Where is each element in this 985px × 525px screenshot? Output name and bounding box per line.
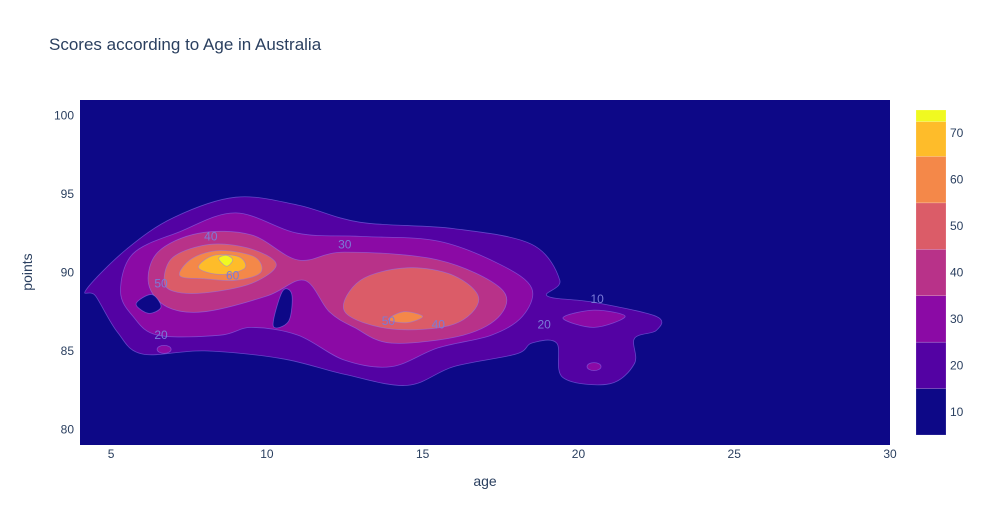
y-tick-label: 100 — [54, 109, 74, 123]
x-tick-label: 25 — [728, 447, 742, 461]
colorbar-segment — [915, 121, 947, 157]
x-tick-label: 30 — [883, 447, 897, 461]
colorbar-tick-label: 20 — [950, 358, 964, 372]
colorbar-tick-label: 60 — [950, 173, 964, 187]
x-tick-label: 20 — [572, 447, 586, 461]
x-tick-label: 10 — [260, 447, 274, 461]
contour-blob — [586, 362, 602, 371]
colorbar-tick-label: 40 — [950, 266, 964, 280]
contour-region — [562, 309, 626, 328]
plot-area: 40 30 50 60 20 50 40 10 20 — [80, 100, 890, 445]
contour-region — [272, 288, 293, 329]
colorbar-segment — [915, 295, 947, 343]
x-axis: 5 10 15 20 25 30 — [108, 447, 897, 461]
contour-region — [197, 254, 247, 275]
contour-region — [218, 254, 234, 267]
y-tick-label: 80 — [61, 422, 75, 436]
x-axis-title: age — [473, 473, 497, 489]
colorbar-tick-label: 30 — [950, 312, 964, 326]
contour-region — [388, 311, 424, 324]
contour-label: 10 — [590, 292, 604, 306]
contour-label: 40 — [204, 229, 218, 243]
x-tick-label: 15 — [416, 447, 430, 461]
y-axis-title: points — [19, 253, 35, 290]
contour-region — [343, 267, 480, 331]
y-tick-label: 85 — [61, 344, 75, 358]
y-tick-label: 95 — [61, 187, 75, 201]
y-tick-label: 90 — [61, 266, 75, 280]
colorbar-segment — [915, 156, 947, 204]
contour-region — [135, 294, 162, 314]
contour-label: 50 — [154, 276, 168, 290]
colorbar-segment — [915, 109, 947, 122]
colorbar-tick-label: 10 — [950, 405, 964, 419]
x-tick-label: 5 — [108, 447, 115, 461]
colorbar-segment — [915, 249, 947, 296]
colorbar-segment — [915, 341, 947, 389]
contour-label: 50 — [382, 314, 396, 328]
contour-label: 60 — [226, 269, 240, 283]
contour-label: 20 — [538, 317, 552, 331]
colorbar-segment — [915, 388, 947, 436]
contour-blob — [156, 344, 172, 354]
colorbar-tick-label: 70 — [950, 126, 964, 140]
colorbar-tick-label: 50 — [950, 219, 964, 233]
colorbar: 10 20 30 40 50 60 70 — [915, 109, 964, 436]
colorbar-segment — [915, 202, 947, 250]
y-axis: 80 85 90 95 100 — [54, 109, 74, 437]
contour-label: 20 — [154, 328, 168, 342]
contour-label: 40 — [432, 317, 446, 331]
chart-title: Scores according to Age in Australia — [49, 35, 322, 54]
contour-label: 30 — [338, 237, 352, 251]
